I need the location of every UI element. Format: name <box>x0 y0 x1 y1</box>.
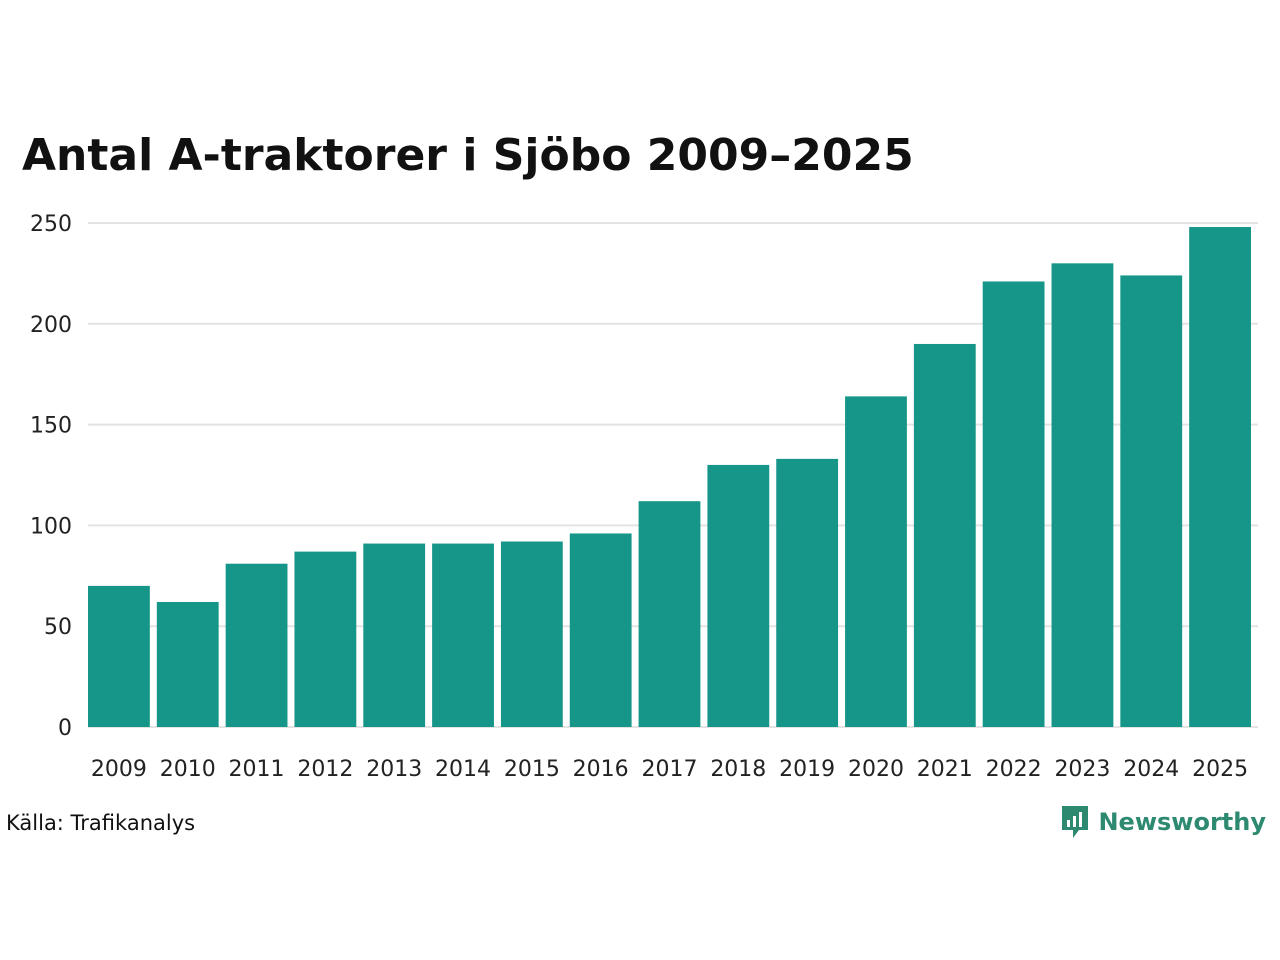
bar-chart: 0 50 100 150 200 250 2009 2010 2011 2012 2013 2014… <box>30 212 1258 782</box>
x-tick-label: 2014 <box>435 757 491 782</box>
bar-2020 <box>845 396 907 727</box>
y-tick-label: 50 <box>44 615 72 640</box>
y-tick-label: 150 <box>30 414 72 439</box>
x-tick-label: 2010 <box>160 757 216 782</box>
x-tick-label: 2021 <box>917 757 973 782</box>
x-tick-label: 2018 <box>710 757 766 782</box>
newsworthy-logo-icon <box>1062 806 1089 838</box>
x-tick-label: 2009 <box>91 757 147 782</box>
x-tick-label: 2025 <box>1192 757 1248 782</box>
y-axis-ticks: 0 50 100 150 200 250 <box>30 212 72 741</box>
source-note: Källa: Trafikanalys <box>6 811 196 835</box>
x-tick-label: 2017 <box>642 757 698 782</box>
bar-2023 <box>1051 263 1114 727</box>
y-tick-label: 0 <box>58 716 72 741</box>
bar-2014 <box>432 543 494 727</box>
bar-2021 <box>913 343 976 727</box>
x-tick-label: 2019 <box>779 757 835 782</box>
y-tick-label: 200 <box>30 313 72 338</box>
bar-2017 <box>638 501 701 727</box>
bar-2010 <box>156 602 219 727</box>
bars <box>88 227 1251 728</box>
x-tick-label: 2023 <box>1054 757 1110 782</box>
x-tick-label: 2015 <box>504 757 560 782</box>
chart-title: Antal A-traktorer i Sjöbo 2009–2025 <box>22 130 914 181</box>
bar-2018 <box>707 464 770 727</box>
x-tick-label: 2012 <box>297 757 353 782</box>
bar-2025 <box>1189 227 1251 728</box>
x-tick-label: 2016 <box>573 757 629 782</box>
bar-2015 <box>500 541 563 727</box>
x-tick-label: 2013 <box>366 757 422 782</box>
x-tick-label: 2022 <box>986 757 1042 782</box>
y-tick-label: 100 <box>30 514 72 539</box>
bar-2016 <box>569 533 632 727</box>
bar-2011 <box>225 563 288 727</box>
bar-2013 <box>363 543 426 727</box>
x-tick-label: 2020 <box>848 757 904 782</box>
brand-name: Newsworthy <box>1098 808 1266 836</box>
x-tick-label: 2024 <box>1123 757 1179 782</box>
bar-2012 <box>294 551 357 727</box>
bar-2022 <box>982 281 1045 727</box>
x-axis-ticks: 2009 2010 2011 2012 2013 2014 2015 2016 2017 2018… <box>91 757 1248 782</box>
bar-2019 <box>776 458 839 727</box>
bar-2024 <box>1120 275 1183 727</box>
x-tick-label: 2011 <box>229 757 285 782</box>
y-tick-label: 250 <box>30 212 72 237</box>
bar-2009 <box>88 585 150 727</box>
brand-logo: Newsworthy <box>1060 804 1266 840</box>
